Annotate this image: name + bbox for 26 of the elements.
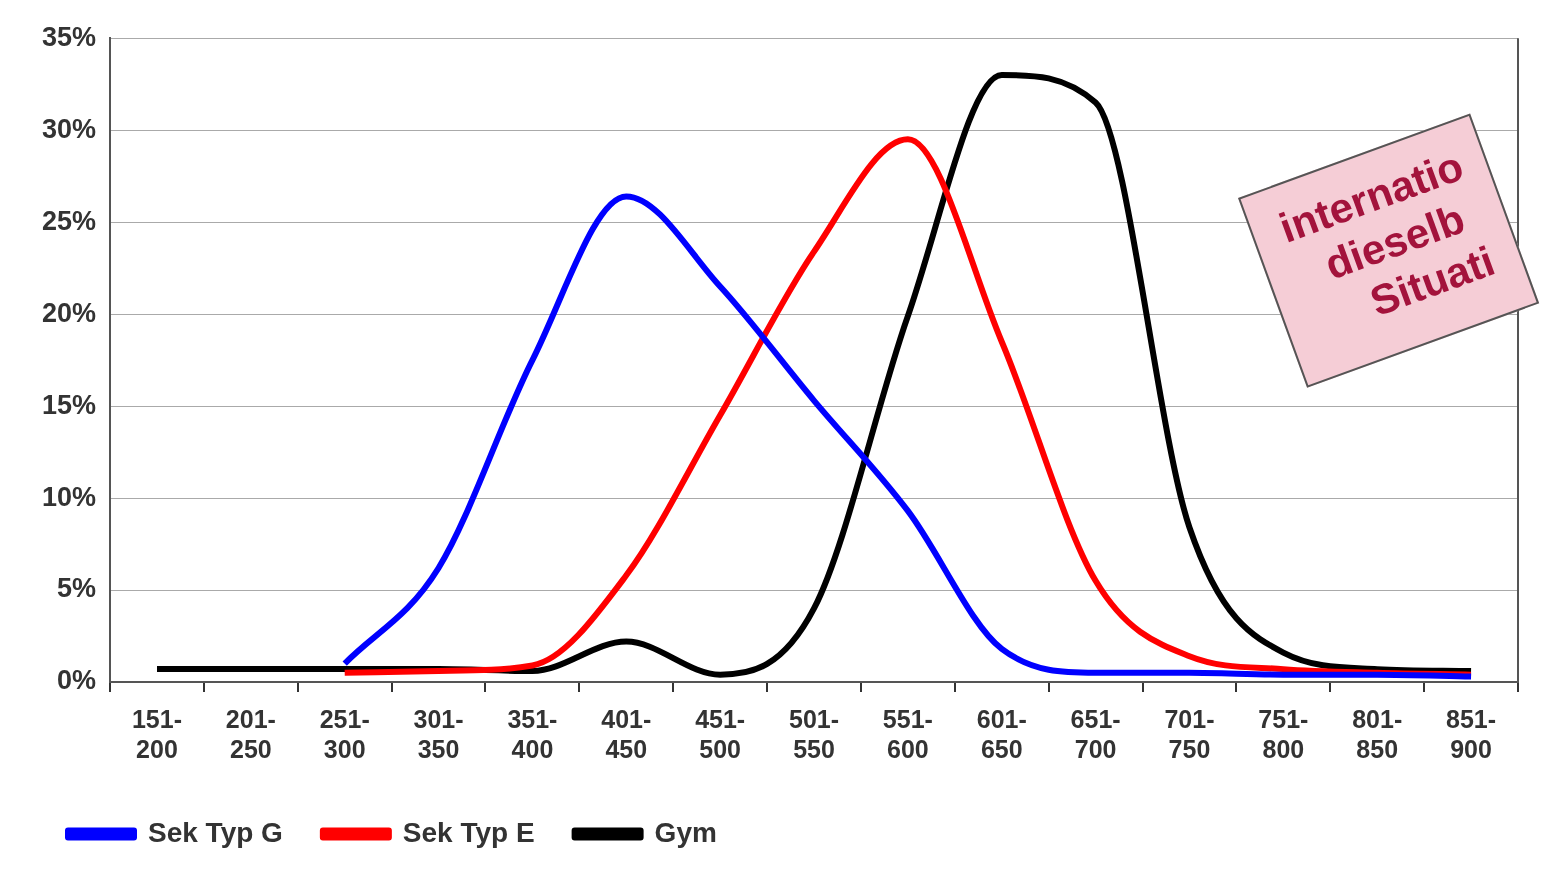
x-tick-label: 851-900	[1446, 704, 1497, 763]
x-tick-label: 401-450	[601, 704, 652, 763]
legend-label: Gym	[654, 816, 717, 848]
y-tick-label: 5%	[57, 573, 97, 604]
legend-label: Sek Typ E	[402, 816, 535, 848]
x-tick-label: 601-650	[976, 704, 1027, 763]
x-tick-label: 501-550	[789, 704, 840, 763]
legend-label: Sek Typ G	[148, 816, 283, 848]
y-tick-label: 35%	[41, 21, 97, 52]
y-tick-label: 0%	[57, 665, 97, 696]
y-tick-label: 10%	[41, 481, 97, 512]
y-tick-label: 15%	[41, 389, 97, 420]
x-tick-label: 251-300	[319, 704, 370, 763]
x-tick-label: 551-600	[882, 704, 933, 763]
y-tick-label: 20%	[41, 297, 97, 328]
y-tick-label: 25%	[41, 205, 97, 236]
x-tick-label: 801-850	[1352, 704, 1403, 763]
x-tick-label: 201-250	[225, 704, 276, 763]
x-tick-label: 751-800	[1258, 704, 1309, 763]
x-tick-label: 701-750	[1164, 704, 1215, 763]
y-tick-label: 30%	[41, 113, 97, 144]
x-tick-label: 351-400	[507, 704, 558, 763]
x-tick-label: 451-500	[695, 704, 746, 763]
x-tick-label: 151-200	[131, 704, 182, 763]
x-tick-label: 301-350	[413, 704, 464, 763]
x-tick-label: 651-700	[1070, 704, 1121, 763]
